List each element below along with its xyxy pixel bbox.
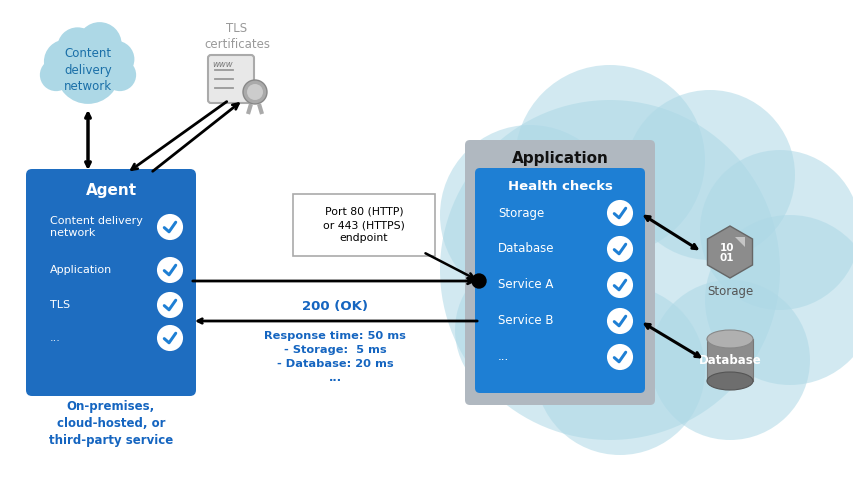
- Circle shape: [534, 285, 705, 455]
- Circle shape: [607, 345, 631, 369]
- Text: 200 (OK): 200 (OK): [302, 300, 368, 313]
- Polygon shape: [706, 226, 751, 278]
- Circle shape: [158, 258, 182, 282]
- Text: Content
delivery
network: Content delivery network: [64, 47, 112, 93]
- Text: Response time: 50 ms
- Storage:  5 ms
- Database: 20 ms
...: Response time: 50 ms - Storage: 5 ms - D…: [264, 331, 405, 383]
- FancyBboxPatch shape: [293, 194, 434, 256]
- Circle shape: [607, 201, 631, 225]
- Circle shape: [624, 90, 794, 260]
- Circle shape: [699, 150, 853, 310]
- FancyBboxPatch shape: [474, 168, 644, 393]
- FancyBboxPatch shape: [464, 140, 654, 405]
- Text: Service A: Service A: [497, 278, 553, 291]
- Circle shape: [56, 40, 119, 104]
- Circle shape: [439, 125, 619, 305]
- Circle shape: [158, 215, 182, 239]
- Circle shape: [472, 274, 485, 288]
- Text: www: www: [212, 60, 233, 69]
- Text: Service B: Service B: [497, 314, 553, 327]
- Circle shape: [514, 65, 705, 255]
- Polygon shape: [734, 237, 744, 247]
- Circle shape: [439, 100, 779, 440]
- Circle shape: [78, 22, 121, 66]
- Text: 01: 01: [719, 253, 734, 263]
- Text: TLS: TLS: [50, 300, 70, 310]
- Circle shape: [607, 273, 631, 297]
- Circle shape: [455, 255, 604, 405]
- Circle shape: [57, 27, 98, 68]
- Text: On-premises,
cloud-hosted, or
third-party service: On-premises, cloud-hosted, or third-part…: [49, 400, 173, 447]
- Circle shape: [158, 326, 182, 350]
- Circle shape: [649, 280, 809, 440]
- Circle shape: [607, 309, 631, 333]
- Text: Application: Application: [511, 151, 607, 166]
- Text: ...: ...: [50, 333, 61, 343]
- Text: Application: Application: [50, 265, 112, 275]
- Text: 10: 10: [719, 243, 734, 253]
- Circle shape: [97, 41, 134, 78]
- Bar: [706, 339, 752, 381]
- Text: Database: Database: [497, 242, 554, 255]
- FancyBboxPatch shape: [208, 55, 253, 103]
- Text: Content delivery
network: Content delivery network: [50, 216, 142, 238]
- Circle shape: [103, 59, 136, 91]
- Circle shape: [247, 84, 263, 100]
- Circle shape: [705, 215, 853, 385]
- Text: ...: ...: [497, 350, 508, 363]
- Text: Port 80 (HTTP)
or 443 (HTTPS)
endpoint: Port 80 (HTTP) or 443 (HTTPS) endpoint: [322, 207, 404, 243]
- Text: Agent: Agent: [85, 183, 136, 199]
- Text: Storage: Storage: [497, 206, 543, 219]
- Ellipse shape: [706, 330, 752, 348]
- Circle shape: [44, 39, 88, 84]
- Text: Storage: Storage: [706, 285, 752, 298]
- Text: Database: Database: [698, 353, 761, 367]
- Circle shape: [158, 293, 182, 317]
- Text: TLS
certificates: TLS certificates: [204, 22, 270, 51]
- FancyBboxPatch shape: [26, 169, 196, 396]
- Circle shape: [243, 80, 267, 104]
- Text: Health checks: Health checks: [507, 180, 612, 193]
- Circle shape: [40, 59, 73, 91]
- Circle shape: [607, 237, 631, 261]
- Ellipse shape: [706, 372, 752, 390]
